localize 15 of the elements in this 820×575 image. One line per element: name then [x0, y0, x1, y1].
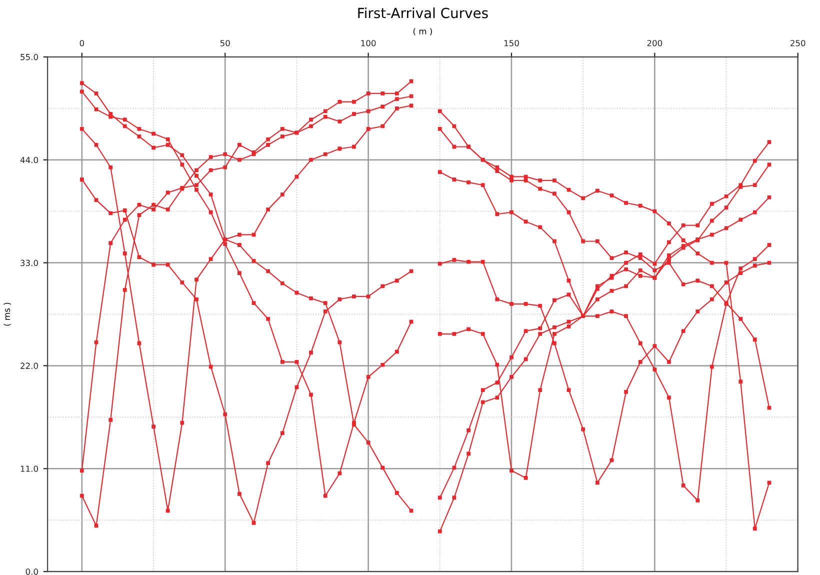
- y-tick-label: 44.0: [20, 156, 38, 164]
- y-tick-label: 33.0: [20, 260, 38, 266]
- x-tick-label: 0: [80, 40, 84, 46]
- chart-title: First-Arrival Curves: [358, 7, 488, 18]
- x-tick-label: 250: [790, 40, 806, 46]
- x-tick-label: 100: [361, 40, 376, 46]
- y-tick-label: 11.0: [20, 466, 38, 472]
- x-axis-title: ( m ): [413, 28, 432, 36]
- y-tick-label: 0.0: [26, 568, 38, 575]
- y-tick-label: 22.0: [20, 362, 38, 369]
- y-tick-label: 55.0: [20, 54, 38, 60]
- x-tick-label: 200: [647, 40, 662, 46]
- y-axis-title: ( ms ): [4, 302, 12, 326]
- x-tick-label: 50: [220, 40, 230, 46]
- x-tick-label: 150: [504, 40, 519, 46]
